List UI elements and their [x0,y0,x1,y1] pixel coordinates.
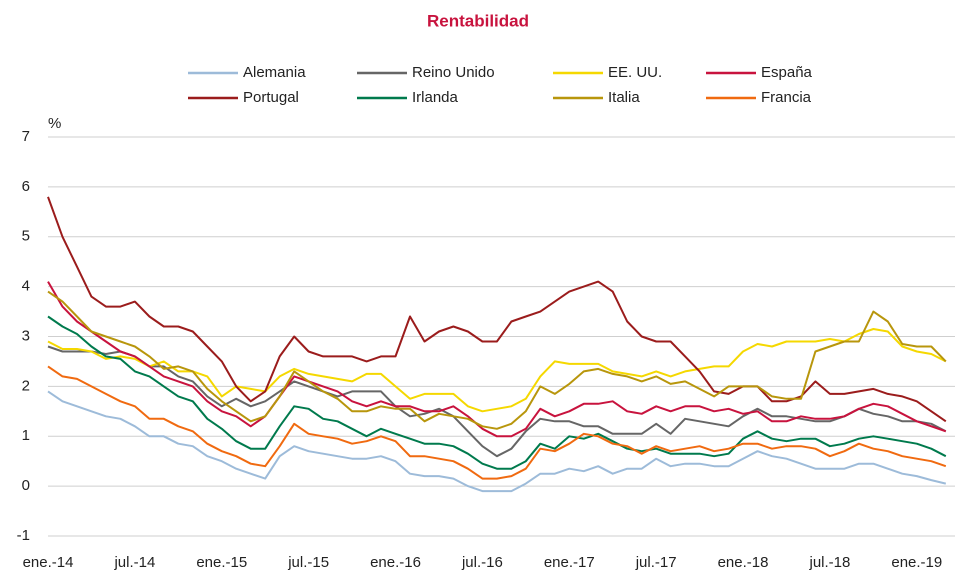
series-line [47,290,947,430]
x-tick-label: ene.-16 [370,554,421,571]
series-line [47,390,947,493]
x-tick-label: jul.-16 [461,554,503,571]
legend-label: Italia [608,89,640,106]
legend-label: Francia [761,89,812,106]
y-tick-label: 0 [22,477,30,494]
y-tick-label: 3 [22,327,30,344]
x-tick-label: ene.-18 [718,554,769,571]
y-tick-label: 6 [22,178,30,195]
series-line [47,281,947,438]
x-tick-label: ene.-19 [891,554,942,571]
legend-label: Reino Unido [412,64,495,81]
x-tick-label: jul.-15 [287,554,329,571]
legend-label: Portugal [243,89,299,106]
legend-label: Alemania [243,64,306,81]
x-tick-label: ene.-14 [23,554,74,571]
series-line [47,315,947,470]
series-line [47,328,947,413]
y-tick-label: 5 [22,228,30,245]
legend-label: EE. UU. [608,64,662,81]
y-tick-label: 2 [22,377,30,394]
y-tick-label: -1 [17,527,30,544]
x-tick-label: jul.-17 [635,554,677,571]
series-line [47,365,947,480]
x-tick-label: ene.-17 [544,554,595,571]
legend-label: España [761,64,813,81]
y-tick-label: 7 [22,128,30,145]
x-tick-label: jul.-14 [113,554,155,571]
y-axis-label: % [48,115,61,132]
y-tick-label: 1 [22,427,30,444]
y-tick-label: 4 [22,278,30,295]
legend-label: Irlanda [412,89,459,106]
x-tick-label: jul.-18 [808,554,850,571]
chart-title: Rentabilidad [427,11,529,30]
series-line [47,196,947,423]
x-tick-label: ene.-15 [196,554,247,571]
